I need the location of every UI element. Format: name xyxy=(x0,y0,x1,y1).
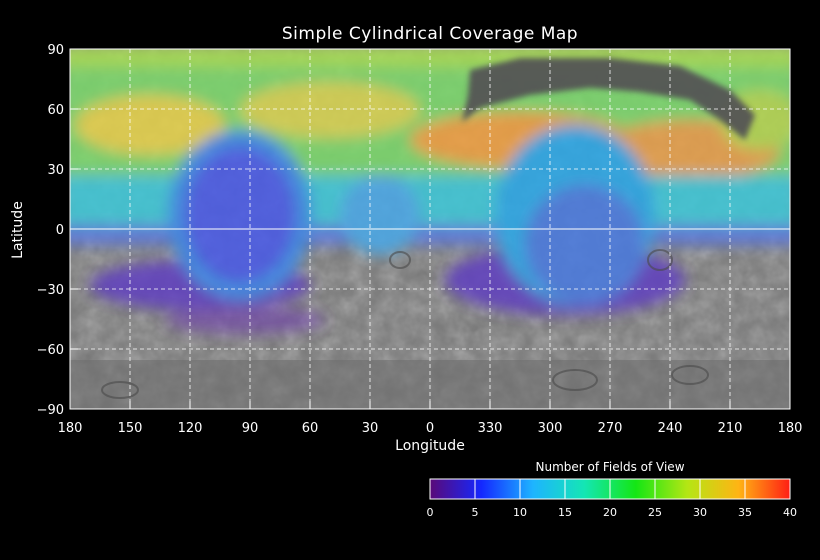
colorbar-tick-label: 35 xyxy=(738,506,752,519)
colorbar-tick-label: 5 xyxy=(472,506,479,519)
latitude-tick-label: 90 xyxy=(47,43,64,58)
longitude-tick-label: 240 xyxy=(658,421,683,436)
latitude-tick-label: 60 xyxy=(47,103,64,118)
longitude-tick-label: 210 xyxy=(718,421,743,436)
longitude-tick-label: 180 xyxy=(58,421,83,436)
latitude-tick-label: −60 xyxy=(37,343,64,358)
colorbar-tick-label: 10 xyxy=(513,506,527,519)
longitude-tick-label: 0 xyxy=(426,421,434,436)
colorbar-tick-label: 0 xyxy=(427,506,434,519)
longitude-tick-label: 150 xyxy=(118,421,143,436)
colorbar-tick-label: 40 xyxy=(783,506,797,519)
colorbar-tick-label: 15 xyxy=(558,506,572,519)
longitude-tick-label: 300 xyxy=(538,421,563,436)
longitude-tick-labels: 180 150 120 90 60 30 0 330 300 270 240 210 180 xyxy=(58,421,803,436)
colorbar: 0 5 10 15 20 25 30 35 40 xyxy=(427,478,797,519)
latitude-tick-labels: 90 60 30 0 −30 −60 −90 xyxy=(37,43,64,418)
longitude-tick-label: 30 xyxy=(362,421,379,436)
longitude-tick-label: 330 xyxy=(478,421,503,436)
latitude-tick-label: 0 xyxy=(56,223,64,238)
longitude-tick-label: 180 xyxy=(778,421,803,436)
latitude-tick-label: −30 xyxy=(37,283,64,298)
longitude-tick-label: 270 xyxy=(598,421,623,436)
colorbar-title: Number of Fields of View xyxy=(535,460,685,474)
longitude-tick-label: 120 xyxy=(178,421,203,436)
craters xyxy=(101,249,709,399)
latitude-tick-label: −90 xyxy=(37,403,64,418)
x-axis-label: Longitude xyxy=(395,438,465,454)
longitude-tick-label: 60 xyxy=(302,421,319,436)
map-title: Simple Cylindrical Coverage Map xyxy=(281,24,579,44)
colorbar-tick-label: 20 xyxy=(603,506,617,519)
colorbar-tick-label: 25 xyxy=(648,506,662,519)
graticule xyxy=(69,48,791,410)
latitude-tick-label: 30 xyxy=(47,163,64,178)
polar-no-coverage-region xyxy=(462,58,755,140)
colorbar-tick-label: 30 xyxy=(693,506,707,519)
longitude-tick-label: 90 xyxy=(242,421,259,436)
